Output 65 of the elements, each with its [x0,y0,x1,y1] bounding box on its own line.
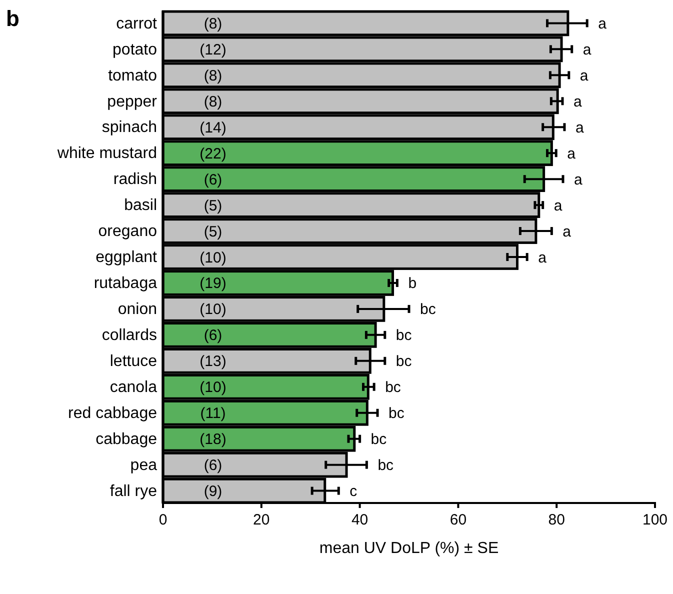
annotation: (5) [204,223,222,240]
y-tick-label: red cabbage [68,404,158,422]
annotation: (11) [200,405,226,422]
annotation: (5) [204,197,222,214]
y-tick-label: eggplant [96,249,158,266]
annotation: a [574,93,583,110]
annotation: bc [396,353,412,370]
annotation: bc [370,431,388,448]
annotation: a [582,41,592,58]
x-tick-label: 100 [642,512,668,528]
y-tick-label: pea [130,456,158,474]
annotation: (6) [204,171,222,188]
annotation: (10) [200,249,226,266]
annotation: a [598,15,608,32]
annotation: bc [385,379,402,396]
y-tick-label: collards [102,327,157,344]
annotation: (8) [204,93,222,110]
annotation: (10) [200,379,226,396]
annotation: a [554,197,563,214]
y-tick-label: basil [124,197,157,214]
y-tick-label: canola [110,379,158,396]
y-tick-label: tomato [108,67,158,84]
y-tick-label: white mustard [56,145,157,162]
annotation: (14) [200,119,226,136]
x-tick-label: 20 [253,512,270,528]
y-tick-label: carrot [116,15,158,32]
y-tick-label: pepper [107,93,158,110]
annotation: a [562,223,572,240]
y-tick-label: spinach [102,119,157,136]
y-tick-label: radish [113,171,157,188]
annotation: a [538,249,548,266]
x-tick-label: 60 [450,512,467,528]
annotation: (10) [200,301,226,318]
x-tick-label: 40 [351,512,368,528]
annotation: (6) [204,327,222,344]
annotation: (22) [200,145,226,162]
annotation: a [580,67,589,84]
annotation: (12) [200,41,226,58]
annotation: a [575,119,584,136]
x-axis-title: mean UV DoLP (%) ± SE [319,540,499,557]
y-tick-label: fall rye [110,482,158,500]
annotation: (9) [204,483,222,500]
y-tick-label: rutabaga [94,275,158,292]
annotation: bc [388,405,405,422]
annotation: a [574,171,583,188]
annotation: b [408,275,417,292]
annotation: (18) [200,431,226,448]
annotation: (19) [200,275,226,292]
annotation: bc [420,301,436,318]
annotation: (8) [204,15,222,32]
y-tick-label: onion [118,301,157,318]
y-tick-label: cabbage [96,430,158,448]
y-tick-label: oregano [98,223,158,240]
annotation: bc [396,327,412,344]
y-tick-label: potato [112,41,158,58]
y-tick-label: lettuce [110,353,158,370]
chart-title: b [6,6,20,31]
annotation: bc [378,457,394,474]
annotation: (6) [204,457,222,474]
annotation: (8) [204,67,222,84]
x-tick-label: 80 [548,512,565,528]
annotation: a [567,145,576,162]
annotation: c [350,483,358,500]
annotation: (13) [200,353,226,370]
x-tick-label: 0 [158,512,168,528]
